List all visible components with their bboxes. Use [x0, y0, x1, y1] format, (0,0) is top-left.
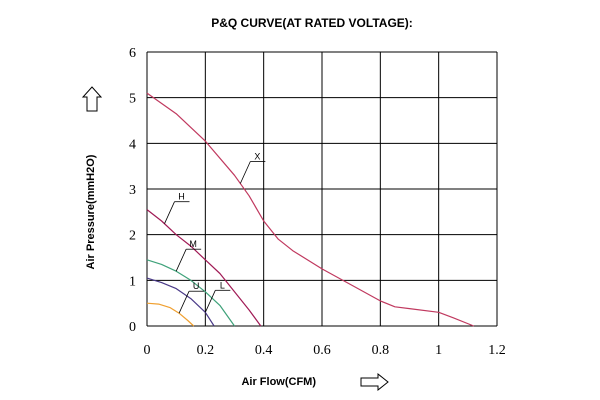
series-lines: [146, 92, 474, 327]
annotation-label-h: H: [178, 192, 185, 202]
x-tick-label: 0.8: [372, 343, 390, 358]
grid: [146, 51, 498, 327]
series-line-x: [146, 92, 474, 327]
annotation-label-u: U: [193, 281, 200, 291]
series-line-h: [146, 209, 262, 327]
y-tick-label: 0: [129, 320, 136, 335]
annotation-leader-l: [204, 290, 216, 313]
y-tick-label: 6: [129, 46, 136, 61]
x-tick-label: 0.2: [197, 343, 215, 358]
y-tick-label: 1: [129, 274, 136, 289]
annotation-leader-h: [164, 201, 175, 224]
x-tick-labels: 0 0.2 0.4 0.6 0.8 1 1.2: [144, 343, 506, 358]
y-tick-label: 3: [129, 183, 136, 198]
annotation-label-l: L: [220, 280, 225, 290]
series-line-m: [146, 259, 235, 327]
x-tick-label: 0.6: [313, 343, 331, 358]
series-line-u: [146, 302, 195, 327]
annotation-leader-m: [175, 249, 187, 272]
chart-title: P&Q CURVE(AT RATED VOLTAGE):: [211, 16, 413, 30]
x-tick-label: 1.2: [488, 343, 506, 358]
series-annotations: X H M U L: [164, 152, 266, 314]
x-tick-label: 0: [144, 343, 151, 358]
x-tick-label: 1: [435, 343, 442, 358]
x-tick-label: 0.4: [255, 343, 273, 358]
annotation-leader-x: [239, 161, 251, 184]
y-tick-labels: 0 1 2 3 4 5 6: [129, 46, 136, 335]
y-axis-arrow-icon: [81, 86, 103, 112]
y-tick-label: 2: [129, 229, 136, 244]
x-axis-arrow-icon: [360, 372, 389, 392]
series-line-l: [146, 277, 215, 327]
y-tick-label: 5: [129, 92, 136, 107]
annotation-leader-u: [178, 291, 190, 314]
annotation-label-x: X: [254, 152, 260, 162]
y-axis-title: Air Pressure(mmH2O): [85, 154, 97, 269]
annotation-label-m: M: [189, 239, 197, 249]
y-tick-label: 4: [129, 137, 136, 152]
x-axis-title: Air Flow(CFM): [241, 376, 316, 388]
